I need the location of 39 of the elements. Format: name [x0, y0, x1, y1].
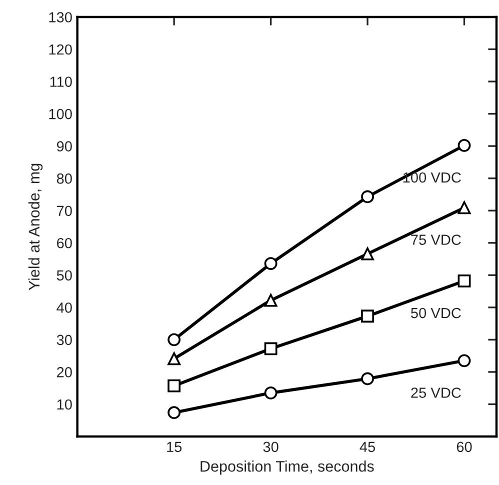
point [361, 372, 374, 386]
y-tick-label: 60 [57, 238, 72, 248]
x-tick-label: 30 [263, 442, 278, 452]
y-tick-label: 90 [56, 141, 72, 152]
y-tick-label: 120 [49, 44, 72, 55]
point [168, 379, 181, 392]
point [361, 190, 374, 204]
y-tick-label: 130 [49, 12, 72, 22]
x-tick-label: 15 [167, 442, 182, 452]
y-tick-label: 20 [57, 367, 72, 378]
point [458, 201, 471, 214]
y-axis-title: Yield at Anode, mg [28, 164, 43, 290]
point [361, 247, 374, 260]
y-tick-label: 100 [49, 108, 72, 120]
point [168, 406, 181, 420]
point [264, 294, 278, 307]
x-tick-label: 60 [456, 442, 472, 452]
point [264, 257, 278, 270]
point [168, 352, 181, 366]
point [458, 138, 471, 152]
point [458, 274, 471, 288]
y-tick-label: 110 [50, 76, 72, 87]
point [361, 310, 374, 323]
series-label: 75 VDC [411, 234, 461, 245]
point [458, 354, 471, 368]
y-tick-label: 80 [56, 173, 72, 184]
y-tick-label: 70 [57, 206, 72, 216]
y-tick-label: 50 [56, 270, 72, 281]
x-tick-label: 45 [360, 442, 376, 452]
point [168, 333, 181, 346]
y-tick-label: 10 [57, 399, 72, 410]
series-label: 100 VDC [403, 172, 461, 183]
point [264, 386, 278, 400]
point [264, 342, 278, 356]
x-axis-title: Deposition Time, seconds [200, 460, 374, 475]
y-tick-label: 30 [56, 334, 72, 346]
series-label: 50 VDC [411, 308, 461, 318]
series-label: 25 VDC [411, 388, 461, 398]
y-tick-label: 40 [56, 302, 72, 313]
